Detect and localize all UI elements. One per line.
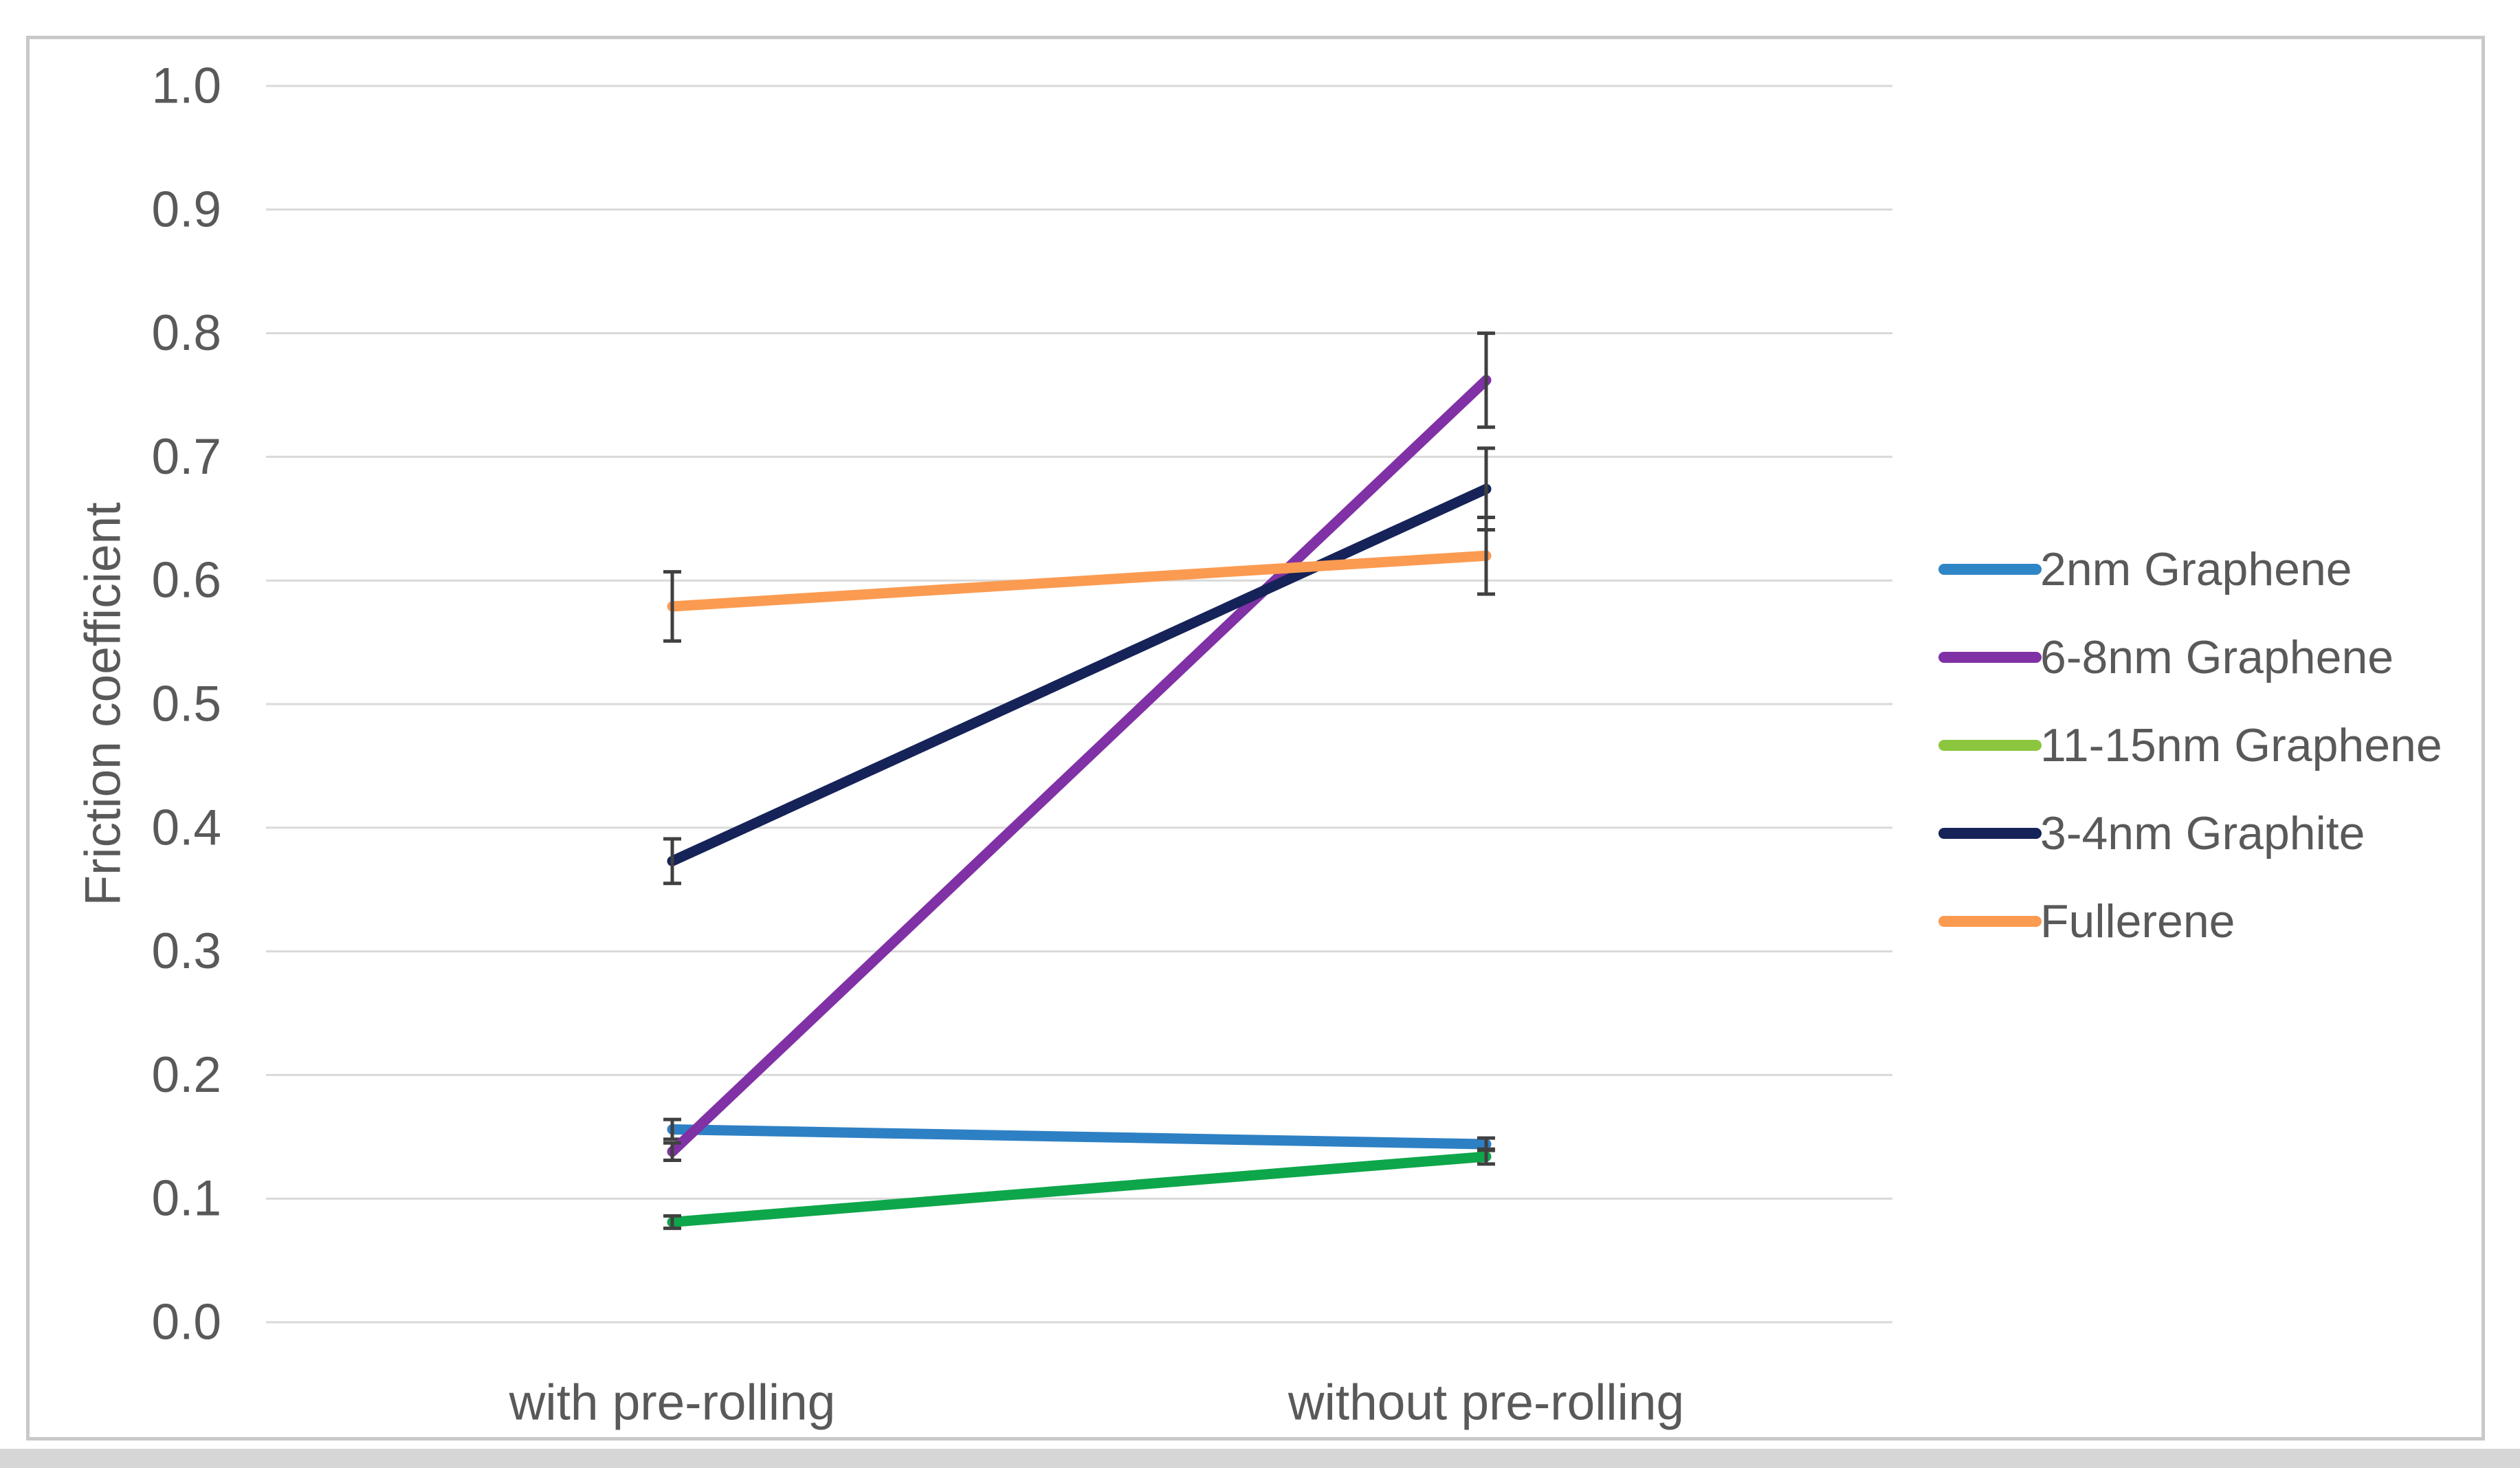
y-tick-label: 0.6 [152, 553, 221, 609]
y-tick-label: 0.2 [152, 1047, 221, 1103]
y-tick-label: 0.7 [152, 429, 221, 485]
legend-label: 6-8nm Graphene [2040, 631, 2394, 683]
y-tick-label: 0.0 [152, 1295, 221, 1350]
page-bottom-strip [0, 1449, 2520, 1468]
y-axis-title: Friction coefficient [76, 503, 131, 906]
y-tick-label: 0.9 [152, 182, 221, 237]
legend-item: 6-8nm Graphene [1938, 631, 2394, 683]
x-tick-label: with pre-rolling [509, 1375, 836, 1431]
series-line-3-4nm-graphite [667, 483, 1492, 866]
legend-item: 2nm Graphene [1938, 543, 2352, 595]
chart-frame [26, 36, 2485, 1440]
y-tick-label: 1.0 [152, 58, 221, 114]
series-line-11-15nm-graphene [667, 1151, 1492, 1227]
y-tick-label: 0.4 [152, 800, 221, 855]
series-line-6-8nm-graphene [667, 375, 1492, 1157]
legend-item: Fullerene [1938, 895, 2235, 947]
legend-label: 2nm Graphene [2040, 543, 2352, 595]
y-tick-label: 0.8 [152, 305, 221, 361]
legend-item: 11-15nm Graphene [1938, 719, 2442, 771]
y-tick-label: 0.5 [152, 677, 221, 732]
legend-label: 11-15nm Graphene [2040, 719, 2442, 771]
y-tick-label: 0.1 [152, 1171, 221, 1227]
legend-label: 3-4nm Graphite [2040, 807, 2365, 859]
y-tick-label: 0.3 [152, 923, 221, 979]
legend-item: 3-4nm Graphite [1938, 807, 2365, 859]
series-line-2nm-graphene [667, 1124, 1492, 1150]
x-tick-label: without pre-rolling [1287, 1375, 1684, 1431]
series-line-fullerene [667, 550, 1492, 612]
legend-label: Fullerene [2040, 895, 2235, 947]
